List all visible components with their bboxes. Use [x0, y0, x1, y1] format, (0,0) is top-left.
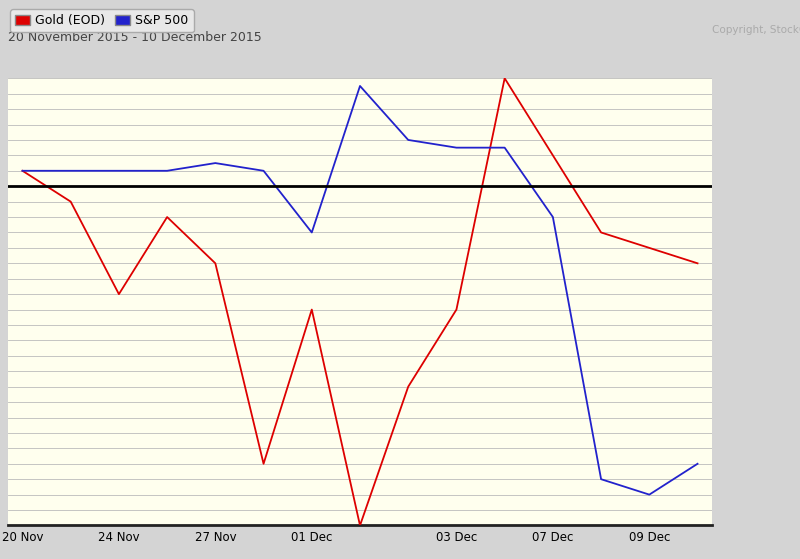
Text: Copyright, StockCharts.com: Copyright, StockCharts.com [712, 25, 800, 35]
Legend: Gold (EOD), S&P 500: Gold (EOD), S&P 500 [10, 9, 194, 32]
Text: 20 November 2015 - 10 December 2015: 20 November 2015 - 10 December 2015 [8, 31, 262, 44]
